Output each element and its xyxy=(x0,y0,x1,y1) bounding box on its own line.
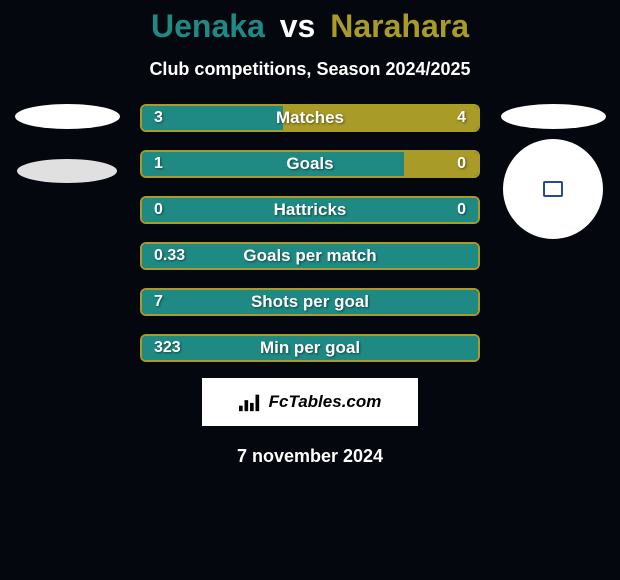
left-decoration-column xyxy=(12,104,122,183)
stat-value-right: 0 xyxy=(457,155,466,173)
subtitle: Club competitions, Season 2024/2025 xyxy=(0,59,620,80)
stat-label: Shots per goal xyxy=(251,292,369,312)
stat-value-left: 3 xyxy=(154,109,163,127)
stat-bar: Hattricks 0 0 xyxy=(140,196,480,224)
ellipse-icon xyxy=(17,159,117,183)
left-segment xyxy=(142,106,283,130)
stat-value-left: 0 xyxy=(154,201,163,219)
stat-label: Hattricks xyxy=(274,200,347,220)
stat-value-left: 0.33 xyxy=(154,247,185,265)
comparison-card: Uenaka vs Narahara Club competitions, Se… xyxy=(0,0,620,580)
ellipse-icon xyxy=(15,104,120,129)
title-vs: vs xyxy=(280,8,316,44)
stat-value-right: 0 xyxy=(457,201,466,219)
stat-label: Min per goal xyxy=(260,338,360,358)
player2-name: Narahara xyxy=(330,8,469,44)
stat-bar: Matches 3 4 xyxy=(140,104,480,132)
badge-placeholder-icon xyxy=(543,181,563,197)
stat-value-left: 323 xyxy=(154,339,181,357)
stat-label: Matches xyxy=(276,108,344,128)
ellipse-icon xyxy=(501,104,606,129)
stat-label: Goals per match xyxy=(243,246,376,266)
bars-icon xyxy=(239,392,261,412)
right-segment xyxy=(404,152,478,176)
stat-value-left: 7 xyxy=(154,293,163,311)
club-badge-circle xyxy=(503,139,603,239)
left-segment xyxy=(142,152,404,176)
title: Uenaka vs Narahara xyxy=(0,8,620,45)
stats-bars-column: Matches 3 4 Goals 1 0 Hattricks 0 0 Goals per mat… xyxy=(140,104,480,362)
stat-value-left: 1 xyxy=(154,155,163,173)
dateline: 7 november 2024 xyxy=(0,446,620,467)
stat-bar: Shots per goal 7 xyxy=(140,288,480,316)
site-label: FcTables.com xyxy=(269,392,382,412)
stat-bar: Goals per match 0.33 xyxy=(140,242,480,270)
stat-bar: Min per goal 323 xyxy=(140,334,480,362)
stat-label: Goals xyxy=(286,154,333,174)
player1-name: Uenaka xyxy=(151,8,265,44)
stat-value-right: 4 xyxy=(457,109,466,127)
main-row: Matches 3 4 Goals 1 0 Hattricks 0 0 Goals per mat… xyxy=(0,104,620,362)
stat-bar: Goals 1 0 xyxy=(140,150,480,178)
site-badge: FcTables.com xyxy=(202,378,418,426)
right-decoration-column xyxy=(498,104,608,239)
